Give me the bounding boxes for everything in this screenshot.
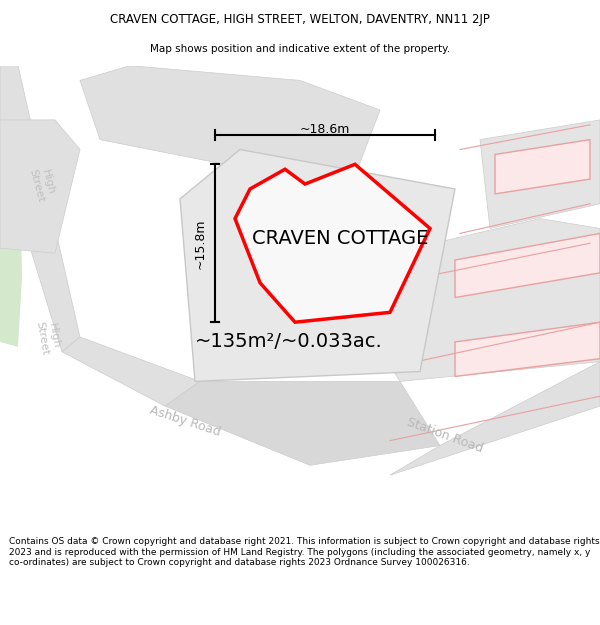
Polygon shape [390,362,600,475]
Polygon shape [455,322,600,376]
Polygon shape [0,66,80,352]
Text: Ashby Road: Ashby Road [148,403,222,439]
Text: Contains OS data © Crown copyright and database right 2021. This information is : Contains OS data © Crown copyright and d… [9,538,599,568]
Text: High
Street: High Street [34,318,62,356]
Polygon shape [62,337,200,406]
Polygon shape [235,164,430,322]
Polygon shape [480,120,600,229]
Text: Map shows position and indicative extent of the property.: Map shows position and indicative extent… [150,44,450,54]
Text: CRAVEN COTTAGE: CRAVEN COTTAGE [252,229,428,248]
Polygon shape [80,66,380,189]
Polygon shape [455,233,600,298]
Polygon shape [360,219,600,381]
Polygon shape [180,149,455,381]
Text: ~15.8m: ~15.8m [194,218,207,269]
Polygon shape [495,139,590,194]
Text: CRAVEN COTTAGE, HIGH STREET, WELTON, DAVENTRY, NN11 2JP: CRAVEN COTTAGE, HIGH STREET, WELTON, DAV… [110,13,490,26]
Polygon shape [165,381,440,465]
Text: Station Road: Station Road [405,416,485,456]
Polygon shape [0,120,80,253]
Polygon shape [0,66,22,347]
Text: ~18.6m: ~18.6m [300,123,350,136]
Text: High
Street: High Street [27,165,57,203]
Text: ~135m²/~0.033ac.: ~135m²/~0.033ac. [195,332,383,351]
